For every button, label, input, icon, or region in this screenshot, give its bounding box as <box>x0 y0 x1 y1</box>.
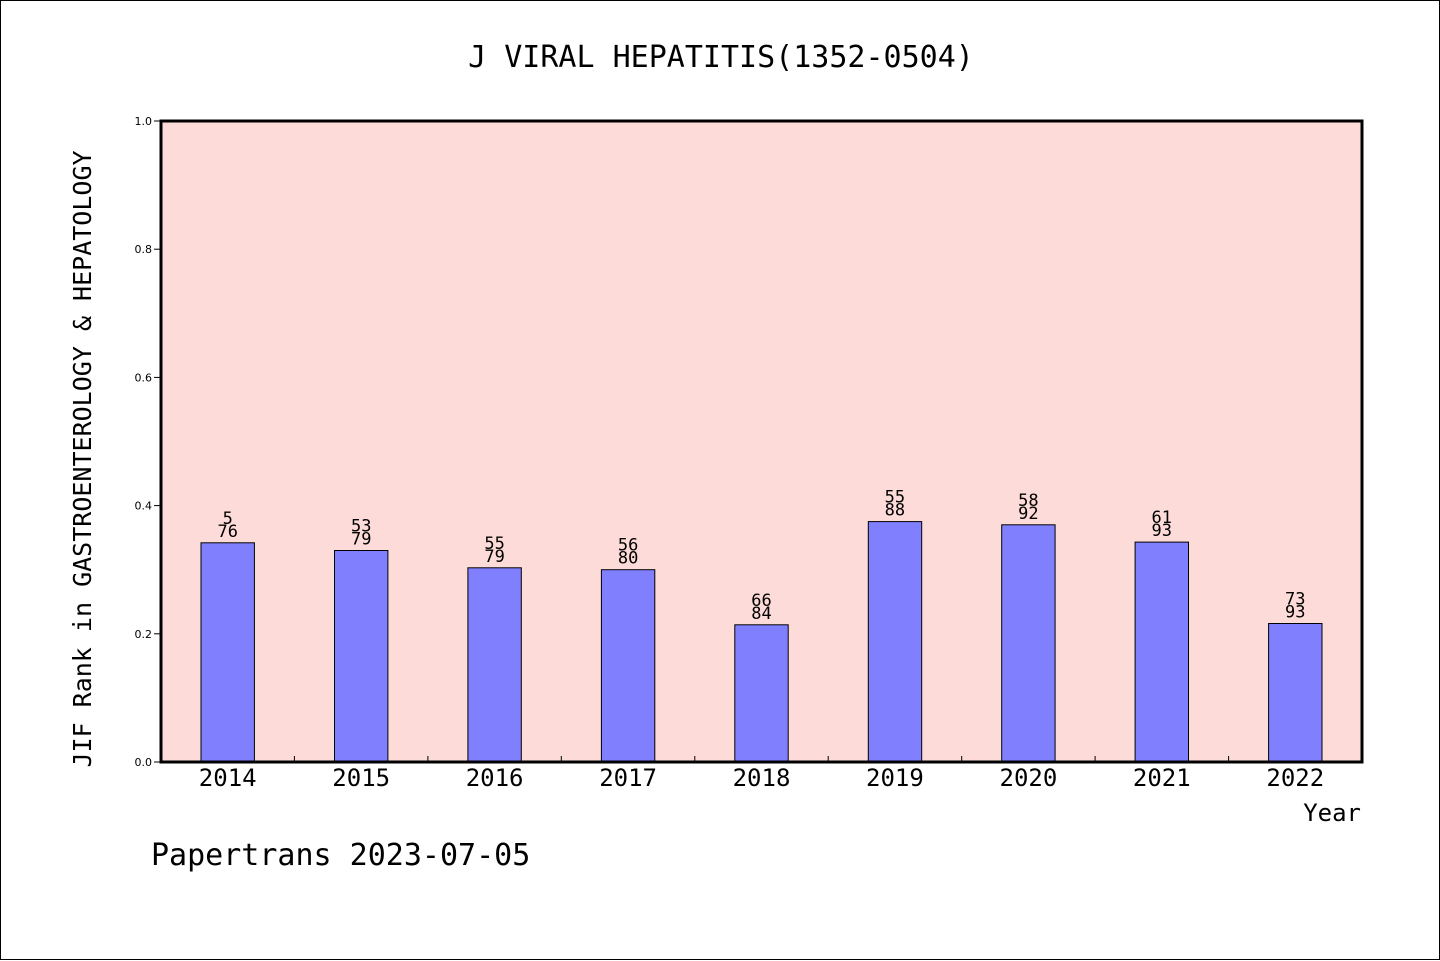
bar-label-bottom-2016: 79 <box>484 547 504 567</box>
x-tick-label-2018: 2018 <box>733 764 791 792</box>
x-tick-label-2020: 2020 <box>1000 764 1058 792</box>
x-tick-label-2016: 2016 <box>466 764 524 792</box>
y-tick-label-0.2: 0.2 <box>135 628 153 641</box>
bar-2014 <box>200 542 255 763</box>
ticks-layer: 2014 2015 2016 2017 2018 2019 2020 2021 2022 0.0 0… <box>135 115 1325 792</box>
bar-label-top-2016: 55 <box>484 534 504 554</box>
bar-label-bottom-2017: 80 <box>618 549 638 569</box>
bar-label-bottom-2020: 92 <box>1018 504 1038 524</box>
bar-label-top-2020: 58 <box>1018 491 1038 511</box>
footer-credit: Papertrans 2023-07-05 <box>151 838 530 873</box>
chart-title: J VIRAL HEPATITIS(1352-0504) <box>468 40 974 75</box>
bar-label-bottom-2019: 88 <box>885 501 905 521</box>
y-tick-label-0.8: 0.8 <box>135 243 153 256</box>
x-tick-label-2017: 2017 <box>599 764 657 792</box>
x-tick-label-2022: 2022 <box>1266 764 1324 792</box>
bar-label-top-2018: 66 <box>751 591 771 611</box>
bar-label-top-2015: 53 <box>351 517 371 537</box>
bar-label-top-2017: 56 <box>618 536 638 556</box>
bar-2017 <box>600 569 656 763</box>
bar-label-bottom-2015: 79 <box>351 530 371 550</box>
bar-2015 <box>334 550 389 763</box>
y-axis-label: JIF Rank in GASTROENTEROLOGY & HEPATOLOG… <box>68 150 97 767</box>
y-tick-label-1.0: 1.0 <box>135 115 153 128</box>
bar-2018 <box>734 624 789 763</box>
bar-2016 <box>467 567 522 763</box>
x-tick-label-2015: 2015 <box>332 764 390 792</box>
bar-2020 <box>1001 524 1056 763</box>
x-axis-label: Year <box>1303 799 1361 827</box>
bar-label-top-2014: 5 <box>223 509 233 529</box>
bar-label-top-2021: 61 <box>1152 508 1172 528</box>
y-tick-label-0.6: 0.6 <box>135 371 153 384</box>
y-tick-label-0.0: 0.0 <box>135 756 153 769</box>
x-tick-label-2019: 2019 <box>866 764 924 792</box>
bar-2019 <box>867 521 923 763</box>
bar-2021 <box>1134 541 1189 763</box>
x-tick-label-2014: 2014 <box>199 764 257 792</box>
bar-label-top-2022: 73 <box>1285 590 1305 610</box>
bar-label-bottom-2018: 84 <box>751 604 771 624</box>
bar-label-bottom-2014: 76 <box>217 522 237 542</box>
y-tick-label-0.4: 0.4 <box>135 500 153 513</box>
bar-label-bottom-2022: 93 <box>1285 603 1305 623</box>
bar-label-bottom-2021: 93 <box>1152 521 1172 541</box>
x-tick-label-2021: 2021 <box>1133 764 1191 792</box>
bar-label-top-2019: 55 <box>885 488 905 508</box>
plot-frame <box>159 119 1364 764</box>
bar-2022 <box>1268 623 1323 763</box>
